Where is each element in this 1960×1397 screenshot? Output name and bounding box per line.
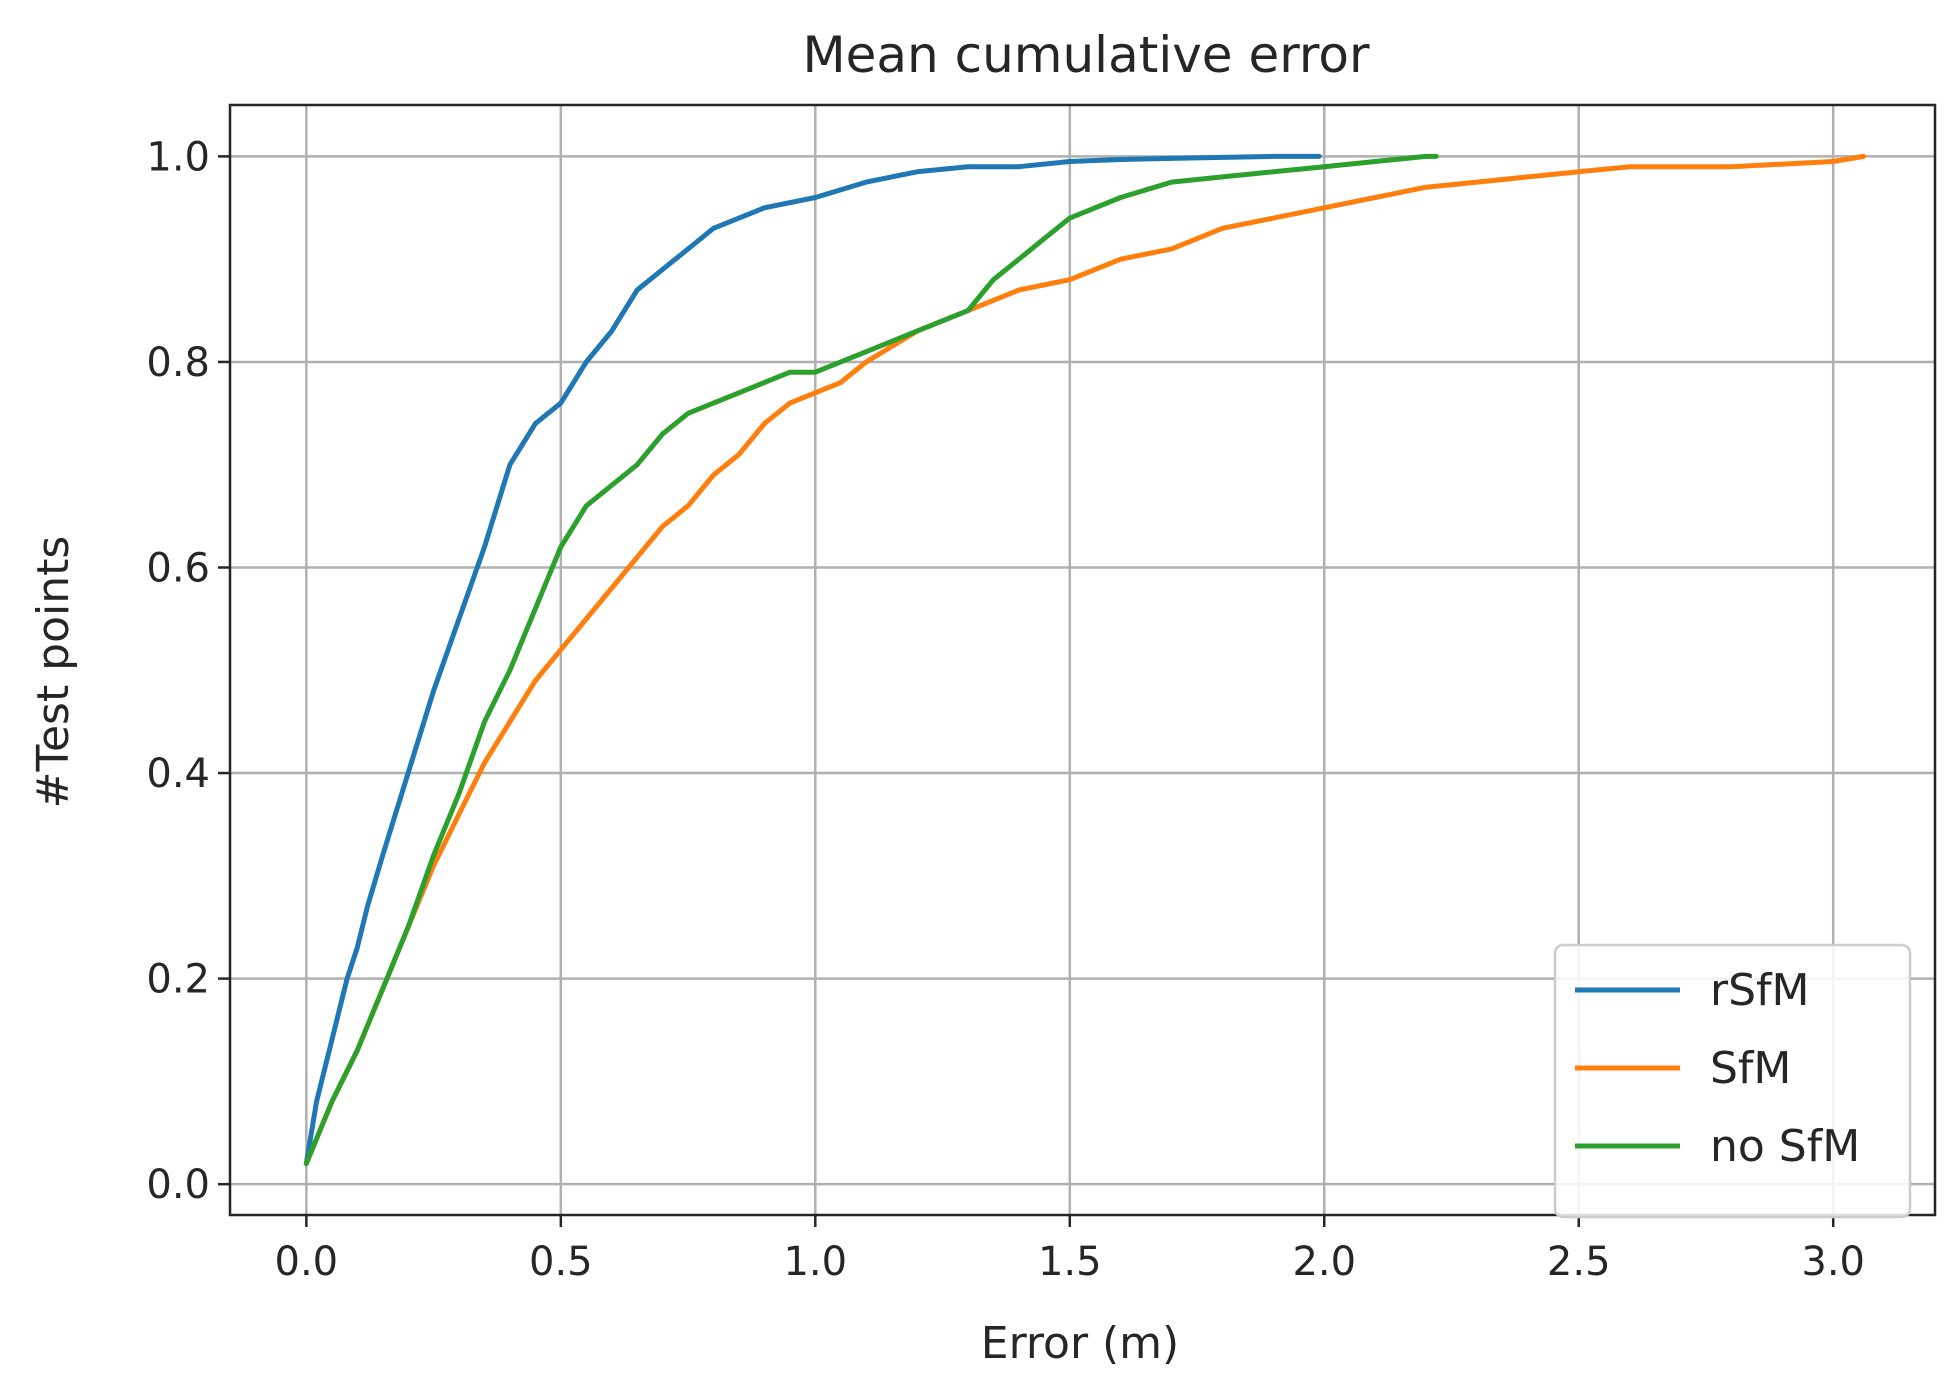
x-axis-label: Error (m) [981,1318,1179,1369]
x-tick-label: 2.5 [1547,1239,1611,1285]
x-tick-label: 0.0 [275,1239,339,1285]
x-tick-label: 0.5 [529,1239,593,1285]
y-tick-label: 0.0 [146,1162,210,1208]
series-line-no-sfm [303,153,1439,1167]
y-axis-label: #Test points [28,536,79,809]
y-tick-label: 0.6 [146,546,210,592]
x-tick-label: 1.5 [1038,1239,1102,1285]
y-tick-label: 1.0 [146,134,210,180]
legend-box [1553,943,1912,1219]
ticks: 0.0 0.5 1.0 1.5 2.0 2.5 3.0 0.0 0.2 0.4 0.6 0.8 1.0 [146,134,1865,1285]
legend-label: no SfM [1710,1121,1860,1172]
legend-label: SfM [1710,1043,1791,1094]
x-tick-label: 2.0 [1292,1239,1356,1285]
y-tick-label: 0.2 [146,957,210,1003]
legend-label: rSfM [1710,965,1809,1016]
legend: rSfM SfM no SfM [1553,943,1912,1219]
y-tick-label: 0.4 [146,751,210,797]
chart-title: Mean cumulative error [802,26,1369,84]
y-tick-label: 0.8 [146,340,210,386]
plot-frame [228,103,1937,1217]
grid [230,105,1935,1215]
series-lines [303,153,1867,1167]
series-line-rsfm [303,153,1322,1167]
x-tick-label: 3.0 [1801,1239,1865,1285]
series-line-sfm [303,153,1867,1167]
x-tick-label: 1.0 [783,1239,847,1285]
